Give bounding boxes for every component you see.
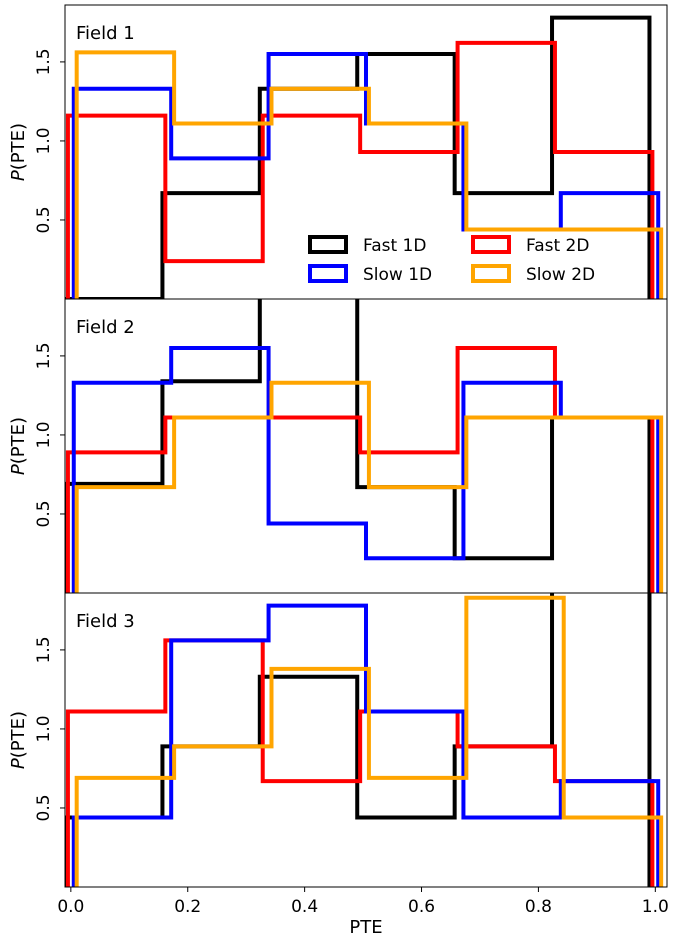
y-tick-label: 1.0 xyxy=(34,127,54,154)
series-fast-1d xyxy=(65,299,652,593)
y-tick-label: 0.5 xyxy=(34,500,54,527)
y-axis-label: P(PTE) xyxy=(8,123,29,181)
plot-area xyxy=(65,299,664,593)
y-tick-label: 1.5 xyxy=(34,636,54,663)
plot-area xyxy=(65,15,664,299)
series-slow-2d xyxy=(74,50,664,299)
x-tick-label: 0.6 xyxy=(408,897,435,917)
y-tick-label: 1.5 xyxy=(34,48,54,75)
plot-area xyxy=(65,593,664,887)
series-fast-1d xyxy=(65,593,652,887)
panel-1: 0.5 1.0 1.5 P(PTE) Field 1 Fast 1D Fast 2D Slow… xyxy=(8,4,668,300)
series-slow-1d xyxy=(71,346,661,593)
panel-title: Field 1 xyxy=(76,23,135,44)
legend-label: Fast 1D xyxy=(363,236,426,256)
legend-swatch xyxy=(471,235,511,254)
panel-title: Field 2 xyxy=(76,317,135,338)
x-tick-label: 1.0 xyxy=(642,897,669,917)
series-slow-2d xyxy=(74,595,664,887)
legend-label: Fast 2D xyxy=(526,236,589,256)
panel-2: 0.5 1.0 1.5 P(PTE) Field 2 xyxy=(8,298,668,594)
y-tick-label: 1.0 xyxy=(34,421,54,448)
series-slow-2d xyxy=(74,380,664,593)
x-axis-label: PTE xyxy=(349,917,382,938)
y-tick-label: 0.5 xyxy=(34,206,54,233)
x-tick-label: 0.4 xyxy=(291,897,318,917)
legend: Fast 1D Fast 2D Slow 1D Slow 2D xyxy=(308,235,595,285)
y-tick-label: 1.5 xyxy=(34,342,54,369)
series-fast-1d xyxy=(65,15,652,299)
x-tick-label: 0.8 xyxy=(525,897,552,917)
series-fast-2d xyxy=(65,638,655,887)
y-tick-label: 0.5 xyxy=(34,794,54,821)
panel-3: 0.5 1.0 1.5 P(PTE) Field 3 0.0 0.2 0.4 0.6 0.8 1.0… xyxy=(8,592,669,938)
x-tick-label: 0.2 xyxy=(174,897,201,917)
y-axis-label: P(PTE) xyxy=(8,417,29,475)
y-axis-label: P(PTE) xyxy=(8,711,29,769)
legend-label: Slow 1D xyxy=(363,265,432,285)
series-fast-2d xyxy=(65,40,655,299)
legend-swatch xyxy=(308,264,348,283)
y-tick-label: 1.0 xyxy=(34,715,54,742)
panel-title: Field 3 xyxy=(76,611,135,632)
legend-swatch xyxy=(471,264,511,283)
x-tick-label: 0.0 xyxy=(57,897,84,917)
legend-label: Slow 2D xyxy=(526,265,595,285)
legend-swatch xyxy=(308,235,348,254)
series-slow-1d xyxy=(71,603,661,887)
axes-frame xyxy=(64,592,668,888)
